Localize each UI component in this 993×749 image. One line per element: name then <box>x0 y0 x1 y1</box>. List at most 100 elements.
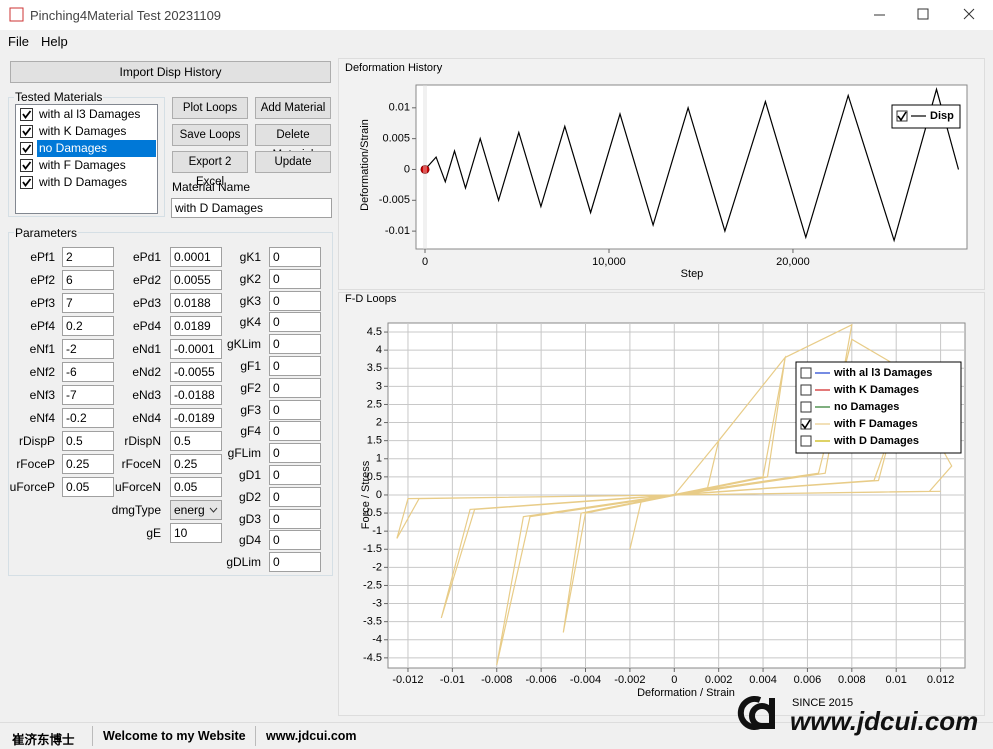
text-input[interactable]: -0.0189 <box>170 408 222 428</box>
text-input[interactable]: 0 <box>269 465 321 485</box>
button[interactable]: Save Loops <box>172 124 248 146</box>
text-input[interactable]: 10 <box>170 523 222 543</box>
param-label: ePf4 <box>30 319 55 333</box>
menu-item[interactable]: File <box>8 34 29 49</box>
text-input[interactable]: 7 <box>62 293 114 313</box>
param-label: uForceN <box>114 480 161 494</box>
button[interactable]: Plot Loops <box>172 97 248 119</box>
param-label: ePf3 <box>30 296 55 310</box>
list-item[interactable]: with F Damages <box>39 158 126 172</box>
param-label: gK2 <box>239 271 261 286</box>
title-bar <box>0 0 993 30</box>
param-label: rDispP <box>18 434 55 448</box>
checkbox[interactable] <box>20 176 33 189</box>
text-input[interactable]: 0 <box>269 421 321 442</box>
text-input[interactable]: 0.5 <box>62 431 114 451</box>
text-input[interactable]: 0.0001 <box>170 247 222 267</box>
text-input[interactable]: 0 <box>269 486 321 507</box>
checkbox[interactable] <box>20 125 33 138</box>
chart-panel <box>338 292 985 716</box>
status-bar <box>0 722 993 749</box>
param-label: gF2 <box>240 380 261 395</box>
status-text: Welcome to my Website <box>103 729 246 743</box>
check-mark <box>22 161 32 171</box>
list-item[interactable]: no Damages <box>37 140 156 157</box>
param-label: uForceP <box>9 480 55 494</box>
text-input[interactable]: -0.0001 <box>170 339 222 359</box>
param-label: rFoceP <box>16 457 55 471</box>
param-label: eNd4 <box>132 411 161 425</box>
text-input[interactable]: 0 <box>269 312 321 333</box>
text-input[interactable]: with D Damages <box>171 198 332 218</box>
param-label: gF1 <box>240 359 261 373</box>
param-label: gFLim <box>227 446 261 461</box>
status-text: 崔济东博士 <box>12 733 75 747</box>
text-input[interactable]: -0.2 <box>62 408 114 428</box>
param-label: gF4 <box>240 424 261 439</box>
text-input[interactable]: 0.0188 <box>170 293 222 313</box>
text-input[interactable]: 0 <box>269 290 321 311</box>
text-input[interactable]: 0 <box>269 508 321 529</box>
text-input[interactable]: -6 <box>62 362 114 382</box>
text-input[interactable]: 0.25 <box>170 454 222 474</box>
button[interactable]: Export 2 Excel <box>172 151 248 188</box>
text-input[interactable]: -0.0188 <box>170 385 222 405</box>
text-input[interactable]: 0 <box>269 268 321 289</box>
checkbox[interactable] <box>20 159 33 172</box>
text-input[interactable]: -7 <box>62 385 114 405</box>
text-input[interactable]: 0.0055 <box>170 270 222 290</box>
param-label: gK1 <box>239 250 261 264</box>
text-input[interactable]: 0 <box>269 399 321 420</box>
param-label: gK3 <box>239 293 261 308</box>
param-label: gD4 <box>238 533 261 548</box>
text-input[interactable]: 6 <box>62 270 114 290</box>
param-label: eNf4 <box>29 411 55 425</box>
param-label: gE <box>146 526 161 540</box>
close-button[interactable] <box>963 8 975 20</box>
param-label: rFoceN <box>121 457 161 471</box>
param-label: ePf1 <box>30 250 55 264</box>
menu-item[interactable]: Help <box>41 34 68 49</box>
text-input[interactable]: 0 <box>269 443 321 464</box>
list-item[interactable]: with K Damages <box>39 124 127 138</box>
text-input[interactable]: 0.25 <box>62 454 114 474</box>
text-input[interactable]: 0.5 <box>170 431 222 451</box>
maximize-button[interactable] <box>917 8 929 20</box>
param-label: eNd1 <box>132 342 161 356</box>
dropdown[interactable]: energ <box>170 500 222 520</box>
param-label: gK4 <box>239 315 261 330</box>
checkbox[interactable] <box>20 142 33 155</box>
button[interactable]: Update <box>255 151 331 173</box>
param-label: gKLim <box>226 337 261 352</box>
checkbox[interactable] <box>20 108 33 121</box>
text-input[interactable]: 0 <box>269 356 321 376</box>
button[interactable]: Add Material <box>255 97 331 119</box>
list-item[interactable]: with al l3 Damages <box>39 107 141 121</box>
param-label: eNd3 <box>132 388 161 402</box>
param-label: eNf3 <box>29 388 55 402</box>
text-input[interactable]: 0 <box>269 377 321 398</box>
check-mark <box>22 127 32 137</box>
group-title: Tested Materials <box>14 90 104 104</box>
text-input[interactable]: 0.0189 <box>170 316 222 336</box>
check-mark <box>22 178 32 188</box>
button[interactable]: Delete Material <box>255 124 331 161</box>
text-input[interactable]: -0.0055 <box>170 362 222 382</box>
button[interactable]: Import Disp History <box>10 61 331 83</box>
param-label: gD2 <box>238 489 261 504</box>
text-input[interactable]: 0 <box>269 334 321 355</box>
text-input[interactable]: -2 <box>62 339 114 359</box>
text-input[interactable]: 0 <box>269 530 321 551</box>
text-input[interactable]: 0 <box>269 552 321 573</box>
param-label: gD1 <box>238 468 261 482</box>
app-icon <box>9 7 24 22</box>
list-item[interactable]: with D Damages <box>39 175 128 189</box>
text-input[interactable]: 0.2 <box>62 316 114 336</box>
param-label: ePf2 <box>30 273 55 287</box>
text-input[interactable]: 0.05 <box>170 477 222 497</box>
param-label: ePd3 <box>132 296 161 310</box>
text-input[interactable]: 2 <box>62 247 114 267</box>
text-input[interactable]: 0 <box>269 247 321 267</box>
text-input[interactable]: 0.05 <box>62 477 114 497</box>
